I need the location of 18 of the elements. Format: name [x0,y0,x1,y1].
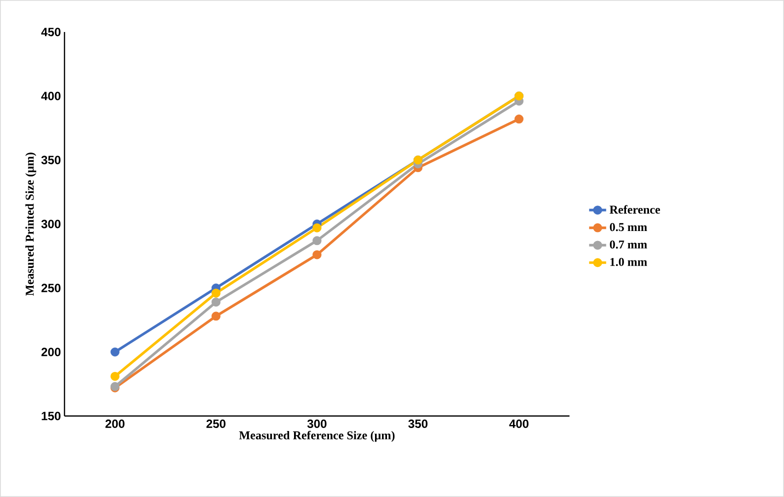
y-tick-label: 450 [41,28,60,36]
y-tick-label: 350 [41,156,60,164]
y-tick-label: 200 [41,348,60,356]
legend-label: 0.5 mm [610,223,648,232]
y-tick-label: 150 [42,412,60,420]
legend-label: 1.0 mm [610,258,648,266]
y-tick-label: 300 [41,220,60,228]
x-tick-label: 350 [408,420,428,428]
x-tick-label: 250 [206,420,226,428]
x-axis-title: Measured Reference Size (µm) [239,430,395,442]
y-tick-label: 400 [41,92,60,100]
y-axis-title: Measured Printed Size (µm) [25,152,36,296]
y-tick-label: 250 [41,284,60,292]
legend-label: Reference [610,205,660,214]
x-tick-label: 200 [105,420,124,428]
x-tick-label: 300 [307,420,326,428]
legend-label: 0.7 mm [610,240,648,249]
x-tick-label: 400 [509,420,528,428]
